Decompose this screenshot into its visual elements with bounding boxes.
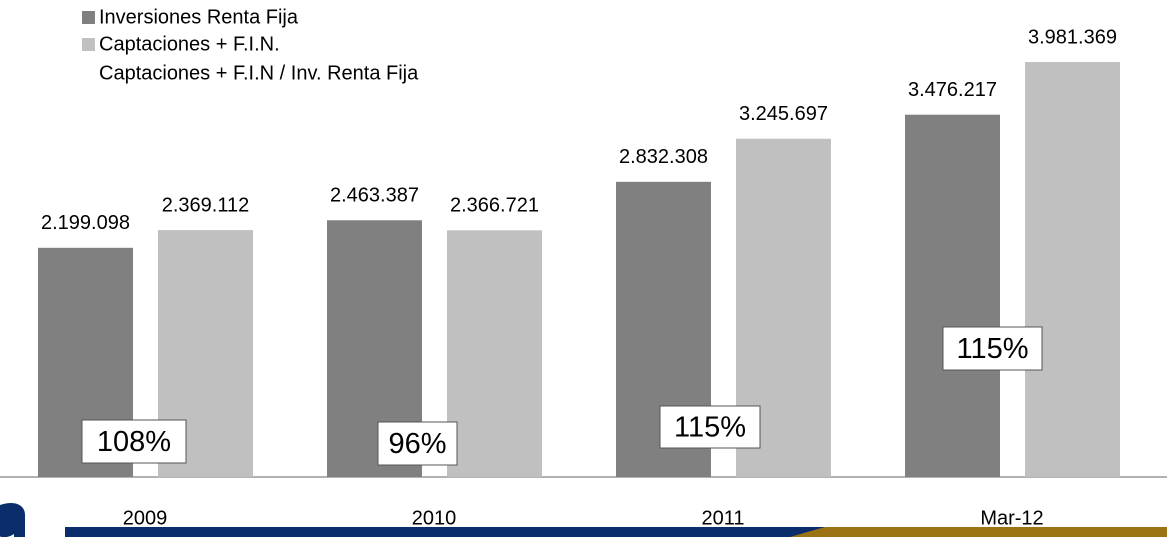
legend-label: Inversiones Renta Fija bbox=[99, 6, 299, 28]
ratio-label: 115% bbox=[674, 412, 746, 444]
x-tick-label: 2010 bbox=[412, 507, 457, 529]
x-tick-label: Mar-12 bbox=[980, 507, 1043, 529]
ratio-box bbox=[377, 421, 458, 466]
data-label: 3.476.217 bbox=[908, 79, 997, 101]
ratio-box bbox=[81, 419, 187, 464]
legend-label: Captaciones + F.I.N / Inv. Renta Fija bbox=[99, 62, 419, 84]
x-tick-label: 2011 bbox=[701, 507, 744, 529]
data-label: 2.832.308 bbox=[619, 146, 708, 168]
data-label: 2.366.721 bbox=[450, 195, 539, 217]
data-label: 3.245.697 bbox=[739, 103, 828, 125]
ratio-label: 115% bbox=[956, 333, 1028, 365]
bar bbox=[905, 114, 1000, 478]
ratio-box bbox=[942, 326, 1043, 371]
footer-band-gold bbox=[790, 527, 1167, 537]
ratio-label: 96% bbox=[388, 428, 446, 460]
legend-swatch bbox=[82, 11, 95, 24]
ratio-label: 108% bbox=[97, 426, 171, 458]
legend-swatch bbox=[82, 38, 95, 51]
bar bbox=[447, 230, 542, 477]
data-label: 2.463.387 bbox=[330, 185, 419, 207]
x-tick-label: 2009 bbox=[123, 507, 168, 529]
logo bbox=[0, 503, 25, 537]
data-label: 2.199.098 bbox=[41, 212, 130, 234]
data-label: 3.981.369 bbox=[1028, 26, 1117, 48]
data-label: 2.369.112 bbox=[162, 194, 250, 216]
footer-band-blue bbox=[65, 527, 825, 537]
ratio-box bbox=[659, 405, 761, 449]
legend-label: Captaciones + F.I.N. bbox=[99, 33, 280, 55]
bar bbox=[1025, 62, 1120, 477]
